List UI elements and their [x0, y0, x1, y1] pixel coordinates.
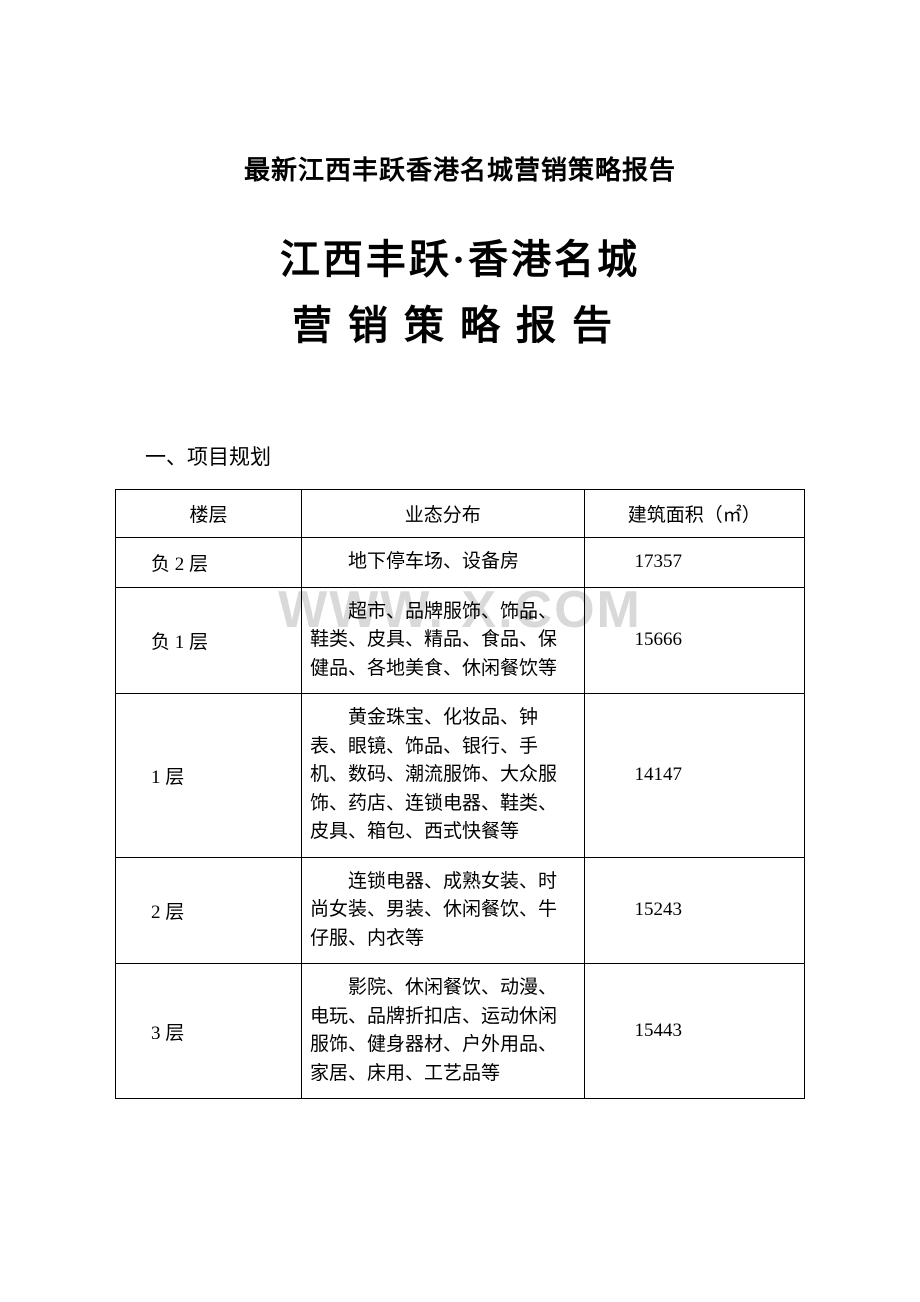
- cell-area: 15666: [584, 587, 805, 694]
- cell-distribution: 地下停车场、设备房: [302, 538, 584, 588]
- header-distribution: 业态分布: [302, 490, 584, 538]
- cell-floor: 1 层: [116, 694, 302, 858]
- main-title: 最新江西丰跃香港名城营销策略报告: [115, 150, 805, 187]
- table-row: 负 2 层 地下停车场、设备房 17357: [116, 538, 805, 588]
- header-floor: 楼层: [116, 490, 302, 538]
- sub-title-line-1: 江西丰跃·香港名城: [115, 227, 805, 285]
- project-planning-table: 楼层 业态分布 建筑面积（㎡） 负 2 层 地下停车场、设备房 17357 负 …: [115, 489, 805, 1099]
- cell-distribution: 影院、休闲餐饮、动漫、电玩、品牌折扣店、运动休闲服饰、健身器材、户外用品、家居、…: [302, 964, 584, 1099]
- table-body: 负 2 层 地下停车场、设备房 17357 负 1 层 超市、品牌服饰、饰品、鞋…: [116, 538, 805, 1099]
- cell-area: 14147: [584, 694, 805, 858]
- document-content: 最新江西丰跃香港名城营销策略报告 江西丰跃·香港名城 营销策略报告 一、项目规划…: [115, 150, 805, 1099]
- table-row: 2 层 连锁电器、成熟女装、时尚女装、男装、休闲餐饮、牛仔服、内衣等 15243: [116, 857, 805, 964]
- cell-floor: 3 层: [116, 964, 302, 1099]
- cell-floor: 负 1 层: [116, 587, 302, 694]
- sub-title-line-2: 营销策略报告: [115, 293, 805, 351]
- table-row: 3 层 影院、休闲餐饮、动漫、电玩、品牌折扣店、运动休闲服饰、健身器材、户外用品…: [116, 964, 805, 1099]
- table-row: 负 1 层 超市、品牌服饰、饰品、鞋类、皮具、精品、食品、保健品、各地美食、休闲…: [116, 587, 805, 694]
- cell-area: 15443: [584, 964, 805, 1099]
- section-title: 一、项目规划: [145, 441, 805, 471]
- cell-area: 17357: [584, 538, 805, 588]
- cell-floor: 负 2 层: [116, 538, 302, 588]
- cell-distribution: 黄金珠宝、化妆品、钟表、眼镜、饰品、银行、手机、数码、潮流服饰、大众服饰、药店、…: [302, 694, 584, 858]
- cell-area: 15243: [584, 857, 805, 964]
- table-row: 1 层 黄金珠宝、化妆品、钟表、眼镜、饰品、银行、手机、数码、潮流服饰、大众服饰…: [116, 694, 805, 858]
- table-header-row: 楼层 业态分布 建筑面积（㎡）: [116, 490, 805, 538]
- cell-distribution: 连锁电器、成熟女装、时尚女装、男装、休闲餐饮、牛仔服、内衣等: [302, 857, 584, 964]
- cell-distribution: 超市、品牌服饰、饰品、鞋类、皮具、精品、食品、保健品、各地美食、休闲餐饮等: [302, 587, 584, 694]
- header-area: 建筑面积（㎡）: [584, 490, 805, 538]
- cell-floor: 2 层: [116, 857, 302, 964]
